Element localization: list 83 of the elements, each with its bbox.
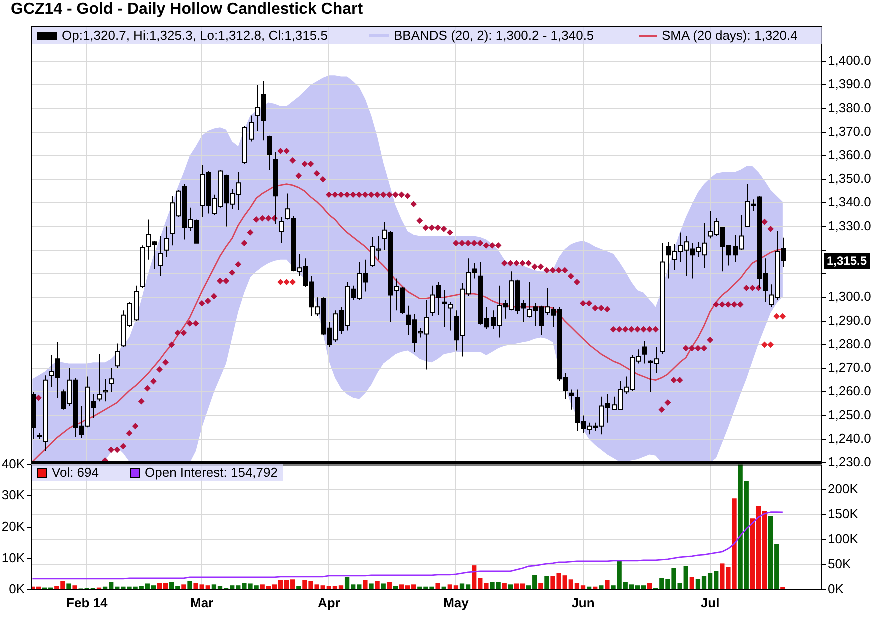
candlestick	[103, 378, 108, 402]
bar	[387, 582, 392, 590]
y-tick-label: 1,300.0	[828, 289, 872, 304]
point	[278, 279, 284, 286]
bar	[296, 586, 302, 590]
x-tick-label: Mar	[190, 595, 214, 610]
bar	[363, 580, 368, 590]
y-tick-label: 1,330.0	[828, 218, 872, 234]
candlestick	[109, 368, 114, 393]
bar	[599, 586, 604, 590]
legend-label: Vol: 694	[52, 465, 99, 480]
candlestick	[242, 126, 247, 165]
legend-label: Open Interest: 154,792	[145, 465, 278, 480]
legend-label: BBANDS (20, 2): 1,300.2 - 1,340.5	[394, 28, 594, 43]
bar	[369, 584, 374, 590]
legend-label: SMA (20 days): 1,320.4	[662, 28, 798, 43]
x-tick-label: Jul	[700, 595, 720, 610]
x-tick-label: Apr	[318, 595, 340, 610]
bar	[188, 581, 192, 590]
y-tick-label: 10K	[2, 550, 26, 566]
point	[290, 279, 296, 286]
bar	[182, 584, 186, 590]
y2-tick-label: 200K	[828, 481, 859, 496]
point	[774, 313, 780, 320]
chart-title: GCZ14 - Gold - Daily Hollow Candlestick Chart	[11, 1, 364, 19]
y-tick-label: 1,340.0	[828, 194, 872, 210]
candlestick	[249, 115, 254, 142]
candlestick	[448, 302, 453, 332]
y-tick-label: 0K	[9, 582, 26, 597]
x-tick-label: Feb 14	[66, 595, 109, 610]
candlestick	[115, 343, 120, 370]
candlestick	[279, 216, 284, 244]
bar	[381, 584, 386, 590]
legend-label: Op:1,320.7, Hi:1,325.3, Lo:1,312.8, Cl:1,315.5	[62, 28, 328, 43]
y-tick-label: 1,250.0	[828, 407, 872, 422]
bar	[647, 583, 652, 590]
x-tick-label: May	[444, 595, 470, 610]
y-tick-label: 1,240.0	[828, 430, 872, 446]
point	[284, 279, 290, 286]
bar	[544, 576, 550, 590]
bar	[508, 584, 513, 590]
candlestick	[158, 236, 163, 277]
candlestick	[164, 226, 169, 258]
y-tick-label: 1,260.0	[828, 384, 872, 399]
bar	[393, 586, 398, 590]
y-tick-label: 40K	[2, 456, 26, 472]
y2-tick-label: 100K	[828, 532, 859, 546]
bar	[538, 583, 544, 590]
x-tick-label: Jun	[572, 595, 595, 610]
y-tick-label: 1,290.0	[828, 312, 872, 328]
y-tick-label: 20K	[2, 518, 26, 534]
y2-tick-label: 150K	[828, 506, 859, 522]
y-tick-label: 1,350.0	[828, 171, 872, 186]
candlestick	[660, 242, 665, 355]
y-tick-label: 1,270.0	[828, 360, 872, 376]
candlestick	[273, 152, 278, 225]
y-tick-label: 1,230.0	[828, 454, 872, 470]
bar	[502, 583, 507, 590]
candlestick	[442, 290, 447, 328]
bar	[72, 586, 78, 590]
point	[762, 342, 768, 348]
y2-tick-label: 50K	[828, 556, 852, 572]
point	[768, 342, 774, 348]
bar	[605, 580, 610, 590]
candlestick	[569, 389, 574, 410]
y-tick-label: 1,390.0	[828, 76, 872, 92]
bar	[375, 581, 380, 590]
y-tick-label: 1,370.0	[828, 124, 872, 139]
bar	[690, 577, 694, 590]
candlestick	[140, 245, 145, 289]
bar	[66, 584, 72, 590]
y-tick-label: 30K	[2, 488, 26, 503]
y-tick-label: 1,400.0	[828, 53, 872, 68]
bar	[436, 583, 440, 590]
y-tick-label: 1,280.0	[828, 336, 872, 352]
y-tick-label: 1,380.0	[828, 100, 872, 116]
text: 1,315.5	[827, 254, 868, 268]
candlestick	[97, 354, 102, 402]
point	[780, 313, 786, 320]
y-tick-label: 1,360.0	[828, 147, 872, 162]
candlestick	[267, 135, 272, 171]
candlestick	[642, 340, 647, 364]
candlestick	[134, 285, 139, 322]
